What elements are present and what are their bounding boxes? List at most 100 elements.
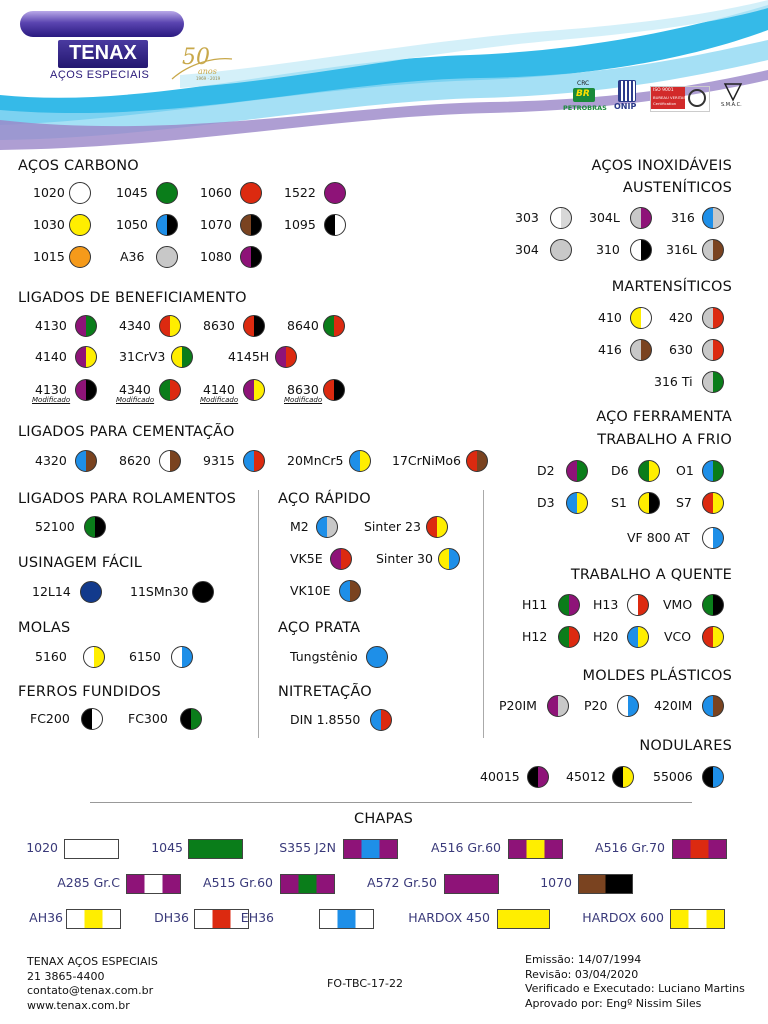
chapa-label-13: HARDOX 600: [582, 910, 664, 925]
quente-label-3: H12: [522, 629, 548, 644]
plasticos-color-dot-0: [547, 695, 569, 717]
rapido-color-dot-0: [316, 516, 338, 538]
chapa-swatch-3: [508, 839, 563, 859]
rapido-color-dot-1: [426, 516, 448, 538]
beneficiamento-modifier-10: Modificado: [284, 396, 323, 404]
beneficiamento-color-dot-0: [75, 315, 97, 337]
beneficiamento-color-dot-9: [243, 379, 265, 401]
carbono-color-dot-7: [324, 214, 346, 236]
inox-label-4: 310: [596, 242, 620, 257]
chapa-swatch-12: [497, 909, 550, 929]
rapido-label-0: M2: [290, 519, 309, 534]
frio-color-dot-1: [638, 460, 660, 482]
chapa-label-2: S355 J2N: [279, 840, 336, 855]
chapa-swatch-1: [188, 839, 243, 859]
plasticos-label-2: 420IM: [654, 698, 693, 713]
frio-color-dot-3: [566, 492, 588, 514]
brand-name: TENAX: [69, 42, 137, 64]
section-title-inox-1: AÇOS INOXIDÁVEIS: [591, 158, 732, 174]
beneficiamento-modifier-8: Modificado: [116, 396, 155, 404]
footer-emissao: Emissão: 14/07/1994: [525, 953, 642, 966]
martensiticos-color-dot-4: [702, 371, 724, 393]
smac-emblem: [723, 83, 743, 102]
chapa-label-8: 1070: [540, 875, 572, 890]
beneficiamento-label-2: 8630: [203, 318, 235, 333]
chapa-label-1: 1045: [151, 840, 183, 855]
frio-color-dot-4: [638, 492, 660, 514]
footer-site[interactable]: www.tenax.com.br: [27, 998, 130, 1012]
section-title-inox-2: AUSTENÍTICOS: [622, 180, 732, 196]
iso-red-band: [651, 87, 685, 109]
plasticos-label-1: P20: [584, 698, 608, 713]
nodulares-color-dot-0: [527, 766, 549, 788]
nodulares-label-0: 40015: [480, 769, 520, 784]
ferros-label-1: FC300: [128, 711, 168, 726]
footer-verificado: Verificado e Executado: Luciano Martins: [525, 982, 745, 995]
usinagem-label-1: 11SMn30: [130, 584, 189, 599]
section-title-quente: TRABALHO A QUENTE: [570, 567, 732, 583]
beneficiamento-label-0: 4130: [35, 318, 67, 333]
chapa-swatch-8: [578, 874, 633, 894]
nodulares-label-1: 45012: [566, 769, 606, 784]
frio-label-5: S7: [676, 495, 692, 510]
cementacao-color-dot-1: [159, 450, 181, 472]
section-title-frio-1: AÇO FERRAMENTA: [596, 409, 732, 425]
usinagem-color-dot-0: [80, 581, 102, 603]
chapa-swatch-9: [66, 909, 121, 929]
beneficiamento-label-10: 8630: [287, 382, 319, 397]
plasticos-color-dot-2: [702, 695, 724, 717]
section-title-cementacao: LIGADOS PARA CEMENTAÇÃO: [18, 424, 235, 440]
smac-logo: S.M.A.C.: [721, 82, 745, 112]
rolamentos-label-0: 52100: [35, 519, 75, 534]
anniversary-word: anos: [198, 67, 217, 76]
usinagem-color-dot-1: [192, 581, 214, 603]
section-title-beneficiamento: LIGADOS DE BENEFICIAMENTO: [18, 290, 247, 306]
chapas-divider: [90, 802, 692, 803]
chapa-label-4: A516 Gr.70: [595, 840, 665, 855]
martensiticos-label-1: 420: [669, 310, 693, 325]
header-waves: [0, 0, 768, 150]
iso-9001-logo: ISO 9001 BUREAU VERITAS Certification: [650, 86, 710, 112]
rapido-label-3: Sinter 30: [376, 551, 433, 566]
section-title-nitretacao: NITRETAÇÃO: [278, 684, 372, 700]
quente-color-dot-5: [702, 626, 724, 648]
chapa-label-3: A516 Gr.60: [431, 840, 501, 855]
molas-label-0: 5160: [35, 649, 67, 664]
frio-label-4: S1: [611, 495, 627, 510]
chapa-label-11: EH36: [240, 910, 274, 925]
br-text: BR: [576, 89, 590, 99]
plasticos-color-dot-1: [617, 695, 639, 717]
chapa-swatch-6: [280, 874, 335, 894]
chapa-label-12: HARDOX 450: [408, 910, 490, 925]
footer-phone: 21 3865-4400: [27, 969, 105, 983]
cementacao-color-dot-3: [349, 450, 371, 472]
carbono-label-10: 1080: [200, 249, 232, 264]
cementacao-color-dot-4: [466, 450, 488, 472]
chapa-label-0: 1020: [26, 840, 58, 855]
carbono-label-0: 1020: [33, 185, 65, 200]
beneficiamento-color-dot-3: [323, 315, 345, 337]
frio-color-dot-0: [566, 460, 588, 482]
martensiticos-color-dot-0: [630, 307, 652, 329]
chapa-label-7: A572 Gr.50: [367, 875, 437, 890]
inox-color-dot-3: [550, 239, 572, 261]
footer-company: TENAX AÇOS ESPECIAIS: [27, 955, 158, 968]
footer-email[interactable]: contato@tenax.com.br: [27, 984, 154, 997]
rapido-color-dot-2: [330, 548, 352, 570]
bv-seal: [688, 89, 706, 107]
beneficiamento-label-6: 4145H: [228, 349, 270, 364]
carbono-color-dot-8: [69, 246, 91, 268]
carbono-label-6: 1070: [200, 217, 232, 232]
martensiticos-label-3: 630: [669, 342, 693, 357]
quente-label-2: VMO: [663, 597, 693, 612]
quente-label-0: H11: [522, 597, 548, 612]
quente-color-dot-3: [558, 626, 580, 648]
cementacao-label-4: 17CrNiMo6: [392, 453, 461, 468]
beneficiamento-color-dot-10: [323, 379, 345, 401]
carbono-label-1: 1045: [116, 185, 148, 200]
martensiticos-label-2: 416: [598, 342, 622, 357]
martensiticos-color-dot-3: [702, 339, 724, 361]
carbono-color-dot-3: [324, 182, 346, 204]
beneficiamento-modifier-7: Modificado: [32, 396, 71, 404]
ferros-color-dot-1: [180, 708, 202, 730]
